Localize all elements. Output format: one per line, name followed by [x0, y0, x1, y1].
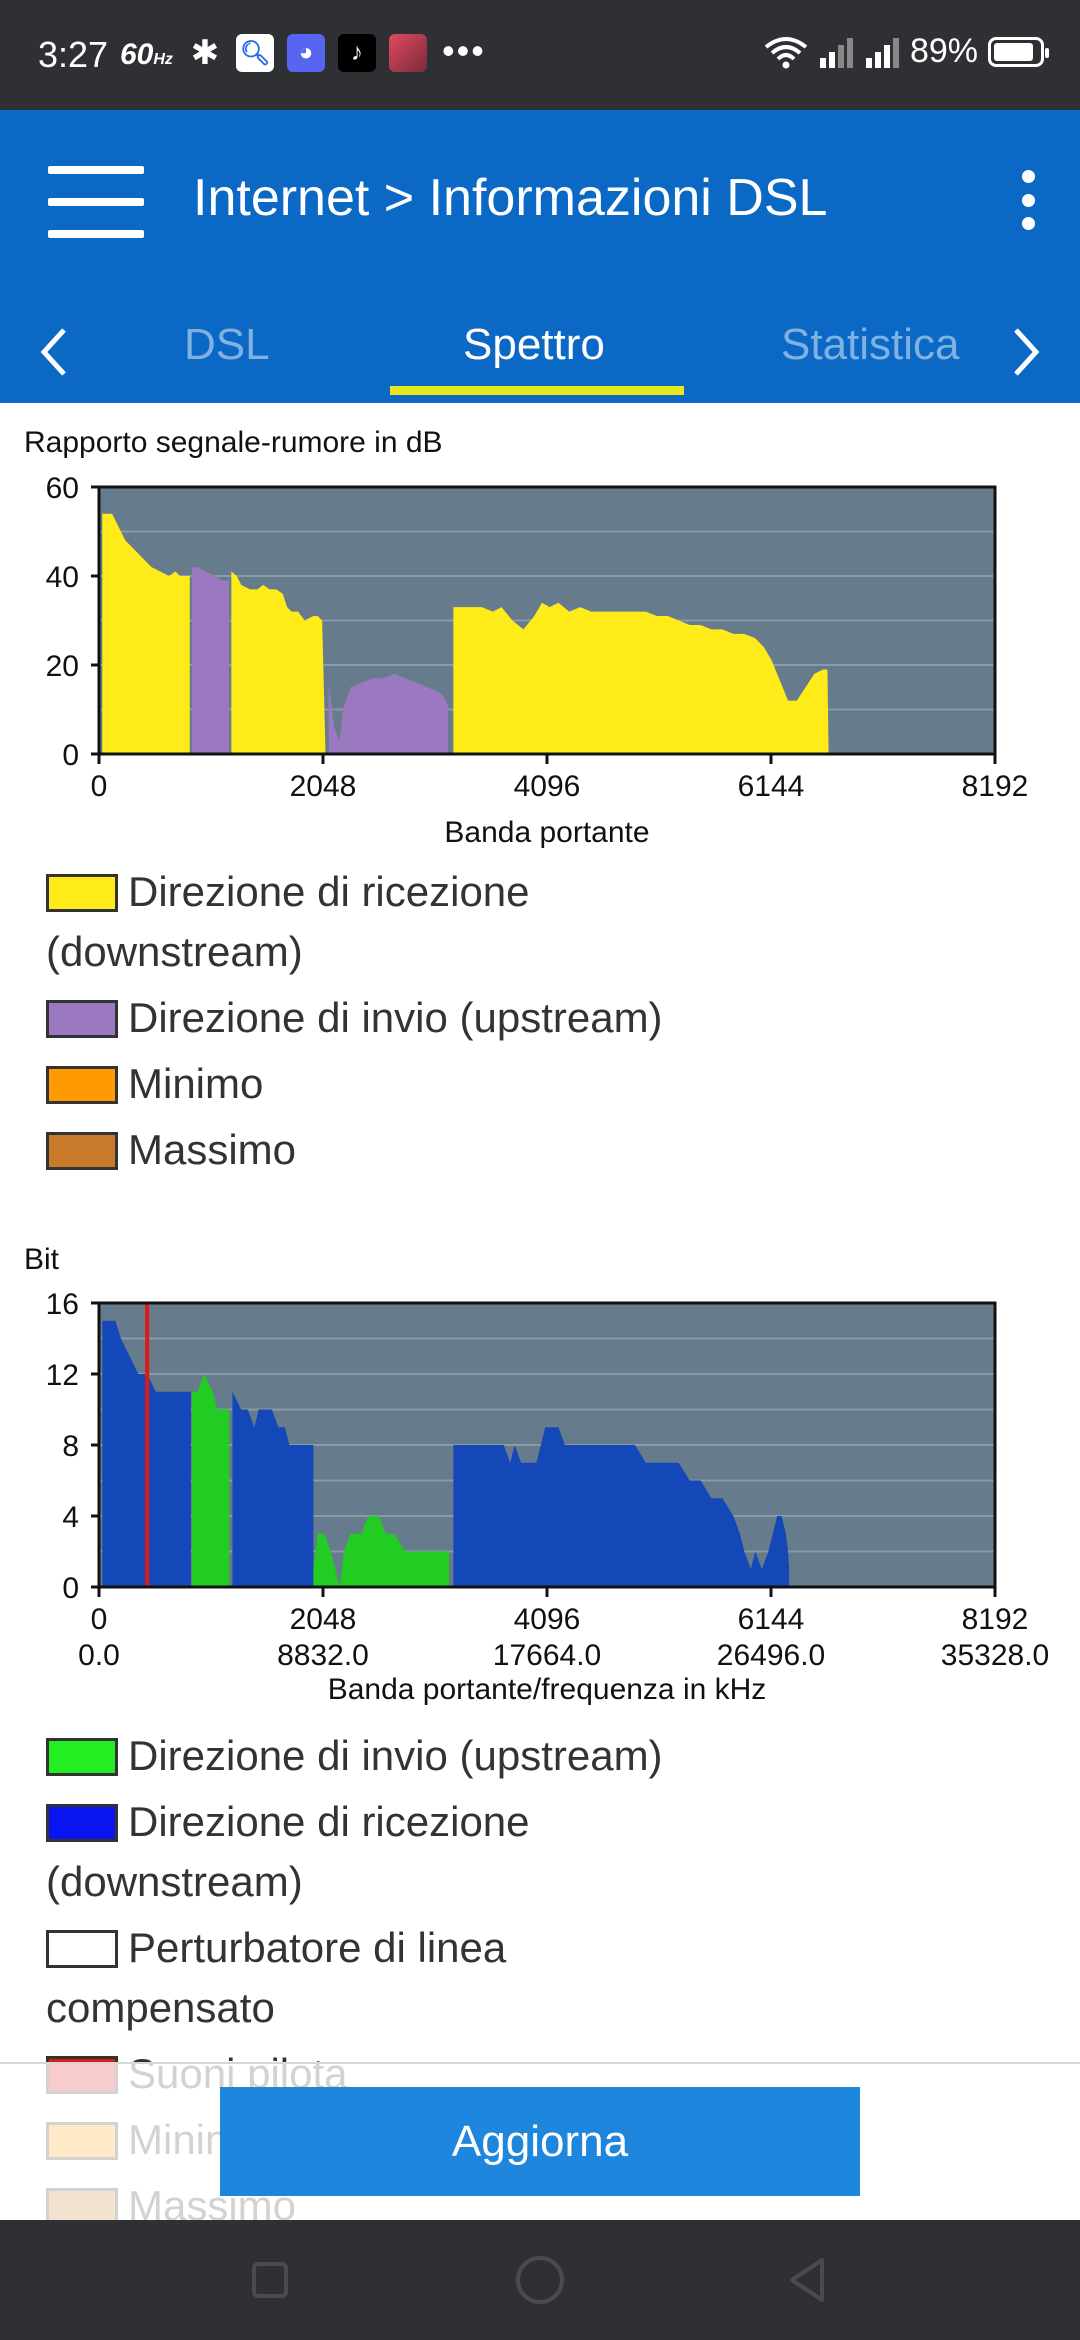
- y-tick-label: 8: [62, 1430, 79, 1463]
- clock: 3:27: [38, 34, 109, 75]
- legend-label: Direzione di ricezione (downstream): [46, 1798, 530, 1905]
- signal-icon-1: [819, 37, 853, 68]
- legend-swatch: [46, 1930, 118, 1968]
- series-area-1-0: [191, 1374, 230, 1587]
- tiktok-icon: ♪: [338, 34, 376, 72]
- x-tick-label: 6144: [738, 770, 805, 803]
- recent-apps-icon[interactable]: [240, 2250, 300, 2310]
- app-bar: Internet > Informazioni DSL DSL Spettro …: [0, 110, 1080, 403]
- x-tick-label: 4096: [514, 770, 581, 803]
- x-tick-label: 2048: [290, 1603, 357, 1636]
- snr-legend-item: Minimo: [46, 1054, 746, 1114]
- y-tick-label: 40: [46, 561, 79, 594]
- x-tick-label: 0: [91, 770, 108, 803]
- y-tick-label: 20: [46, 650, 79, 683]
- legend-swatch: [46, 1738, 118, 1776]
- y-tick-label: 60: [46, 472, 79, 505]
- series-area-1-0: [191, 567, 230, 754]
- snr-legend-item: Direzione di ricezione (downstream): [46, 862, 746, 982]
- bit-chart: 048121600.020488832.0409617664.061442649…: [46, 1288, 1050, 1705]
- battery-percent: 89%: [909, 32, 978, 70]
- x-tick-label-frequency: 17664.0: [493, 1639, 601, 1672]
- legend-label: Direzione di invio (upstream): [128, 994, 663, 1041]
- series-area-0-0: [102, 513, 190, 754]
- x-tick-label: 4096: [514, 1603, 581, 1636]
- page-title: Internet > Informazioni DSL: [193, 169, 828, 227]
- series-area-0-2: [453, 1427, 790, 1587]
- legend-swatch: [46, 874, 118, 912]
- x-tick-label: 8192: [962, 1603, 1029, 1636]
- y-tick-label: 12: [46, 1359, 79, 1392]
- wifi-icon: [764, 36, 808, 68]
- more-options-icon[interactable]: [1020, 170, 1036, 230]
- y-tick-label: 0: [62, 739, 79, 772]
- x-tick-label-frequency: 0.0: [78, 1639, 120, 1672]
- more-notifications-icon: •••: [442, 30, 486, 71]
- series-area-0-1: [232, 1391, 314, 1587]
- bit-legend-item: Perturbatore di linea compensato: [46, 1918, 746, 2038]
- x-axis-label: Banda portante/frequenza in kHz: [328, 1673, 767, 1705]
- chevron-right-icon[interactable]: [1006, 322, 1046, 382]
- snr-chart-title: Rapporto segnale-rumore in dB: [24, 426, 443, 459]
- snr-legend-item: Direzione di invio (upstream): [46, 988, 746, 1048]
- legend-label: Direzione di invio (upstream): [128, 1732, 663, 1779]
- search-app-icon: 🔍︎: [236, 34, 274, 72]
- series-area-1-1: [328, 673, 448, 754]
- legend-label: Massimo: [128, 1126, 297, 1173]
- legend-label: Minimo: [128, 1060, 264, 1107]
- tab-dsl[interactable]: DSL: [184, 320, 270, 369]
- navigation-bar: [0, 2220, 1080, 2340]
- photo-app-icon: [389, 34, 427, 72]
- bit-chart-title: Bit: [24, 1243, 60, 1276]
- snr-chart: 0 20 40 60 0 2048 4096 6144 8192 Banda portante: [46, 472, 1029, 849]
- series-area-0-1: [231, 571, 326, 754]
- series-area-0-2: [453, 602, 829, 754]
- x-tick-label: 8192: [962, 770, 1029, 803]
- x-tick-label: 0: [91, 1603, 108, 1636]
- x-tick-label: 6144: [738, 1603, 805, 1636]
- active-tab-indicator: [390, 386, 684, 395]
- home-icon[interactable]: [510, 2250, 570, 2310]
- y-tick-label: 0: [62, 1572, 79, 1605]
- battery-icon: [988, 36, 1049, 67]
- x-tick-label: 2048: [290, 770, 357, 803]
- y-tick-label: 4: [62, 1501, 79, 1534]
- menu-icon[interactable]: [48, 166, 144, 238]
- x-tick-label-frequency: 26496.0: [717, 1639, 825, 1672]
- y-tick-label: 16: [46, 1288, 79, 1321]
- bluetooth-icon: ✱: [190, 34, 220, 72]
- series-area-1-1: [313, 1516, 449, 1587]
- legend-swatch: [46, 1066, 118, 1104]
- status-bar: 3:27 60Hz ✱ 🔍︎ ◕ ♪ ••• 89%: [0, 0, 1080, 110]
- signal-icon-2: [865, 37, 899, 68]
- aggiorna-button[interactable]: Aggiorna: [220, 2087, 860, 2196]
- x-tick-label-frequency: 8832.0: [277, 1639, 369, 1672]
- legend-label: Perturbatore di linea compensato: [46, 1924, 507, 2031]
- tab-statistica[interactable]: Statistica: [781, 320, 960, 369]
- bit-legend-item: Direzione di invio (upstream): [46, 1726, 746, 1786]
- refresh-rate: 60Hz: [120, 38, 173, 71]
- legend-label: Direzione di ricezione (downstream): [46, 868, 530, 975]
- x-axis-label: Banda portante: [444, 816, 649, 849]
- x-tick-label-frequency: 35328.0: [941, 1639, 1049, 1672]
- tab-spettro[interactable]: Spettro: [463, 320, 605, 369]
- snr-legend-item: Massimo: [46, 1120, 746, 1180]
- legend-swatch: [46, 1804, 118, 1842]
- back-icon[interactable]: [778, 2250, 838, 2310]
- chevron-left-icon[interactable]: [34, 322, 74, 382]
- legend-swatch: [46, 1132, 118, 1170]
- discord-icon: ◕: [287, 34, 325, 72]
- bit-legend-item: Direzione di ricezione (downstream): [46, 1792, 746, 1912]
- legend-swatch: [46, 1000, 118, 1038]
